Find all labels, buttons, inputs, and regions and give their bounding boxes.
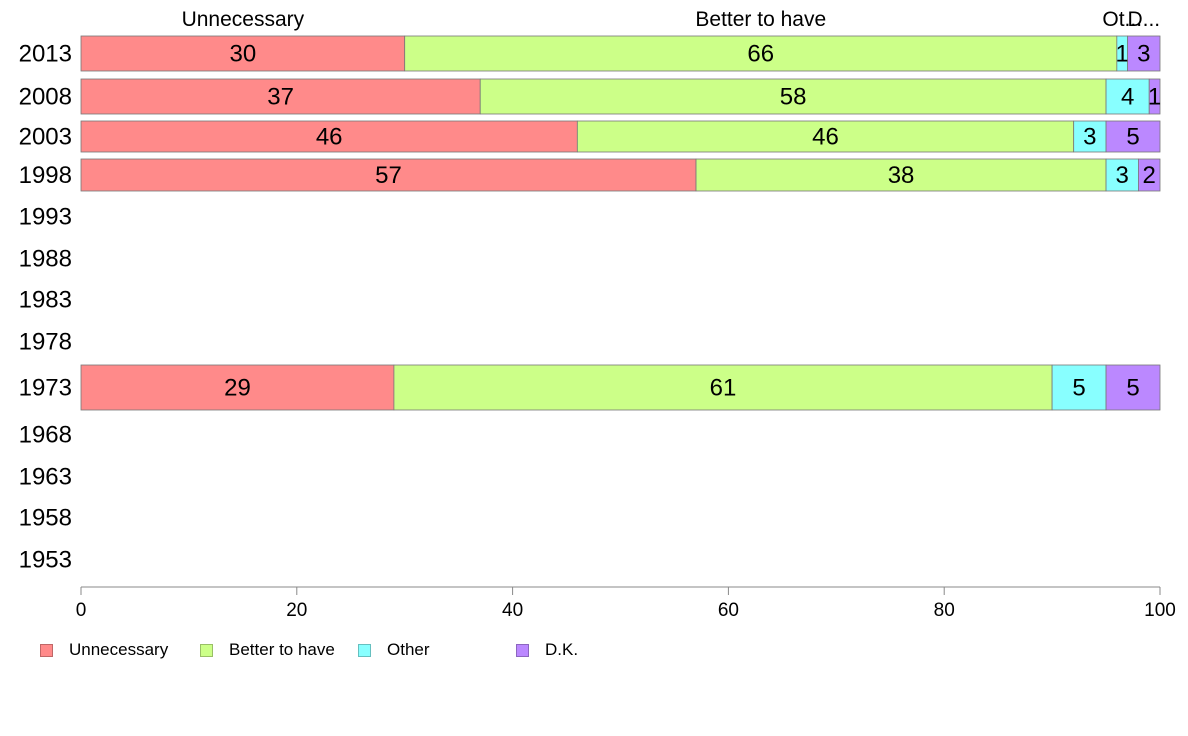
- legend-label-better-to-have: Better to have: [229, 640, 335, 659]
- bar-segment: [479, 78, 1107, 115]
- x-tick-label: 100: [1144, 600, 1176, 620]
- y-tick-label: 1963: [19, 464, 72, 491]
- y-tick-label: 1993: [19, 204, 72, 231]
- bar-value-label: 1: [1116, 41, 1129, 68]
- bar-segment: [1105, 158, 1139, 192]
- bars: 30 66 1 337 58 4 146 46 3 557 38 3 229 61 5 5: [80, 35, 1161, 411]
- legend-swatch-dk: [516, 643, 529, 657]
- legend-item-dk: D.K.: [516, 640, 578, 660]
- bar-value-label: 66: [747, 41, 774, 68]
- bar-segment: [80, 364, 395, 411]
- bar-value-label: 2: [1143, 162, 1156, 189]
- bar-segment: [1127, 35, 1161, 72]
- legend-swatch-unnecessary: [40, 643, 53, 657]
- bar-segment: [1148, 78, 1161, 115]
- bar-value-label: 46: [812, 124, 839, 151]
- bar-value-label: 57: [375, 162, 402, 189]
- bar-value-label: 3: [1083, 124, 1096, 151]
- bar-value-label: 37: [267, 84, 294, 111]
- bar-value-label: 29: [224, 375, 251, 402]
- bar-segment: [80, 120, 578, 153]
- legend-swatch-other: [358, 643, 371, 657]
- y-tick-label: 1968: [19, 422, 72, 449]
- y-tick-label: 1988: [19, 246, 72, 273]
- series-top-label: D...: [1127, 8, 1160, 31]
- series-top-labels: Unnecessary Better to have Ot...D...: [182, 8, 1161, 31]
- bar-segment: [1105, 78, 1150, 115]
- y-tick-label: 1958: [19, 505, 72, 532]
- bar-segment: [1138, 158, 1161, 192]
- legend-label-other: Other: [387, 640, 430, 659]
- bar-segment: [404, 35, 1118, 72]
- bar-segment: [1105, 364, 1161, 411]
- bar-segment: [393, 364, 1053, 411]
- bar-segment: [1105, 120, 1161, 153]
- bar-value-label: 61: [710, 375, 737, 402]
- y-tick-label: 1978: [19, 329, 72, 356]
- bar-segment: [1051, 364, 1107, 411]
- y-tick-label: 2013: [19, 41, 72, 68]
- x-tick-label: 80: [934, 600, 955, 620]
- bar-segment: [80, 78, 481, 115]
- series-top-label: Unnecessary: [182, 8, 305, 31]
- y-tick-label: 2003: [19, 124, 72, 151]
- y-tick-label: 1998: [19, 162, 72, 189]
- bar-value-label: 3: [1116, 162, 1129, 189]
- legend-swatch-better-to-have: [200, 643, 213, 657]
- bar-value-label: 3: [1137, 41, 1150, 68]
- y-tick-label: 1983: [19, 287, 72, 314]
- y-axis-labels: 2013 2008 2003 1998 1993 1988 1983 1978 1973 1968…: [19, 41, 72, 574]
- bar-value-label: 5: [1072, 375, 1085, 402]
- x-tick-label: 40: [502, 600, 523, 620]
- bar-segment: [1073, 120, 1107, 153]
- x-tick-label: 60: [718, 600, 739, 620]
- bar-value-label: 5: [1126, 375, 1139, 402]
- legend-item-unnecessary: Unnecessary: [40, 640, 168, 660]
- bar-value-label: 1: [1148, 84, 1161, 111]
- legend-item-other: Other: [358, 640, 430, 660]
- legend-label-dk: D.K.: [545, 640, 579, 659]
- bar-segment: [80, 158, 697, 192]
- legend-item-better-to-have: Better to have: [200, 640, 335, 660]
- bar-value-label: 58: [780, 84, 807, 111]
- bar-value-label: 46: [316, 124, 343, 151]
- y-tick-label: 1953: [19, 547, 72, 574]
- x-tick-label: 20: [286, 600, 307, 620]
- bar-value-label: 5: [1126, 124, 1139, 151]
- bar-value-label: 30: [229, 41, 256, 68]
- y-tick-label: 1973: [19, 375, 72, 402]
- legend-label-unnecessary: Unnecessary: [69, 640, 169, 659]
- stacked-bar-chart: Unnecessary Better to have Ot...D... 20132…: [19, 8, 1176, 620]
- series-top-label: Better to have: [695, 8, 826, 31]
- bar-value-label: 38: [888, 162, 915, 189]
- x-tick-label: 0: [76, 600, 87, 620]
- y-tick-label: 2008: [19, 84, 72, 111]
- x-axis: 0 20 40 60 80 100: [76, 586, 1176, 620]
- series-top-label: Ot...: [1102, 8, 1142, 31]
- bar-value-label: 4: [1121, 84, 1134, 111]
